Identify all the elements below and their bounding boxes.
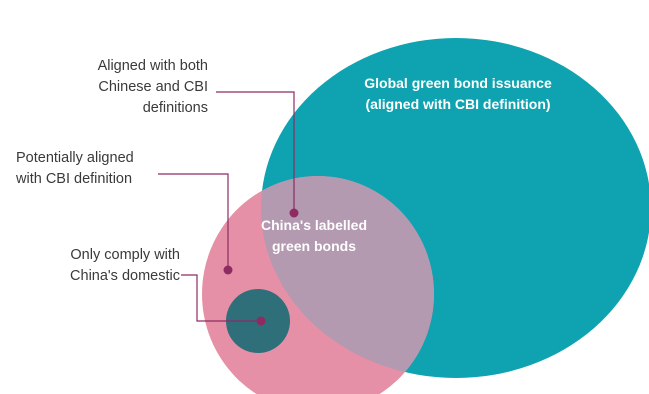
callout-label-both-line-1: Aligned with both: [97, 58, 208, 74]
callout-label-potential: Potentially aligned with CBI definition: [16, 148, 166, 190]
callout-label-both-line-3: definitions: [142, 100, 208, 116]
china-circle-label-line-2: green bonds: [271, 238, 356, 254]
global-circle-label-line-2: (aligned with CBI definition): [365, 96, 551, 112]
china-circle-label: China's labelled green bonds: [254, 215, 374, 257]
callout-label-potential-line-2: with CBI definition: [16, 171, 133, 187]
callout-label-domestic: Only comply with China's domestic: [40, 245, 180, 287]
callout-label-potential-line-1: Potentially aligned: [16, 150, 134, 166]
overlap-region: [261, 176, 434, 378]
callout-dot-potential: [223, 265, 233, 275]
global-circle-label: Global green bond issuance (aligned with…: [348, 73, 568, 115]
callout-label-domestic-line-2: China's domestic: [70, 268, 180, 284]
callout-label-both: Aligned with both Chinese and CBI defini…: [40, 56, 208, 119]
callout-line-both: [216, 91, 295, 213]
global-circle-label-line-1: Global green bond issuance: [364, 75, 552, 91]
callout-dot-domestic: [256, 316, 266, 326]
callout-line-domestic: [181, 274, 258, 322]
callout-label-domestic-line-1: Only comply with: [70, 247, 180, 263]
callout-line-potential: [158, 173, 229, 270]
callout-label-both-line-2: Chinese and CBI: [98, 79, 208, 95]
callout-dot-both: [289, 208, 299, 218]
china-circle-label-line-1: China's labelled: [260, 217, 368, 233]
